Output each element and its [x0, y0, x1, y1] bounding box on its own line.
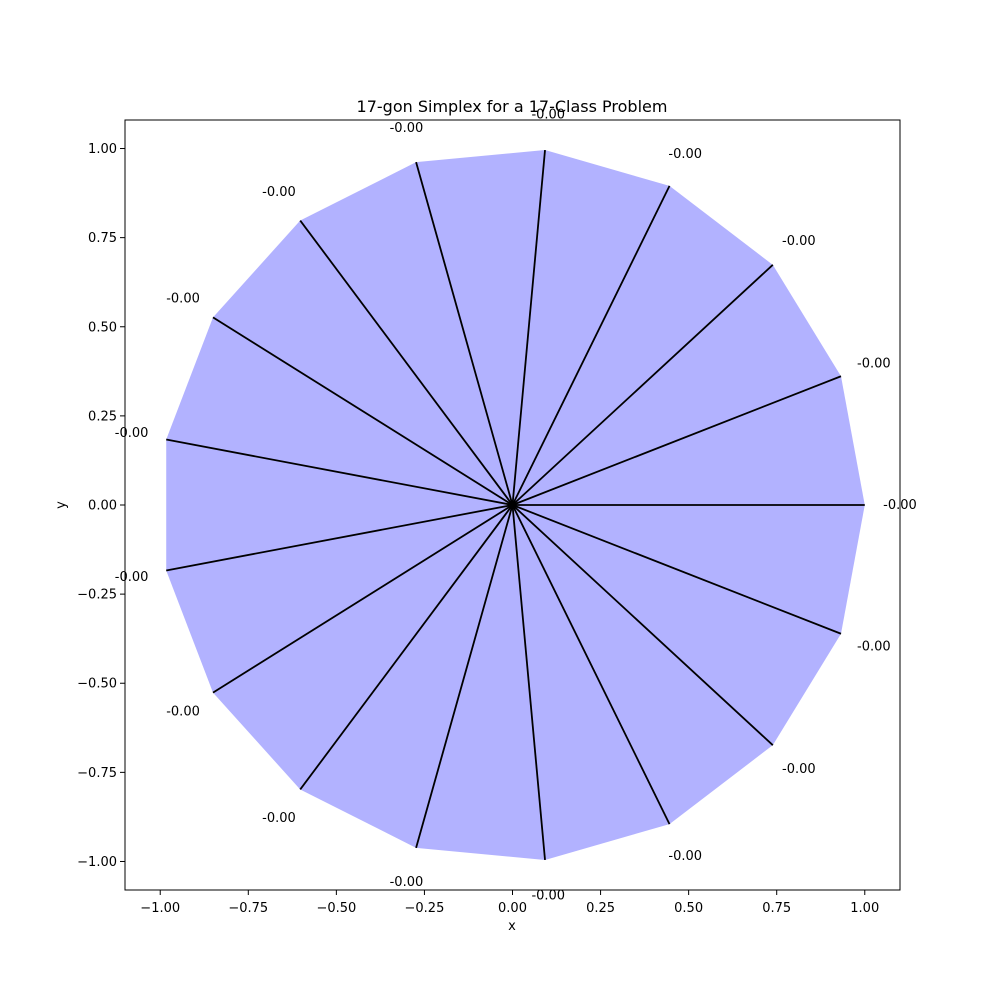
vertex-label-8: -0.00: [115, 426, 149, 441]
x-tick-label-5: 0.25: [586, 901, 615, 916]
y-tick-label-6: 0.50: [88, 320, 117, 335]
vertex-label-5: -0.00: [390, 121, 424, 136]
vertex-label-11: -0.00: [262, 811, 296, 826]
spoke-8: [166, 438, 513, 506]
vertex-label-16: -0.00: [857, 640, 891, 655]
vertex-label-2: -0.00: [782, 234, 816, 249]
x-tick-label-1: −0.75: [228, 901, 268, 916]
spoke-2: [511, 264, 774, 506]
y-tick-label-0: −1.00: [77, 855, 117, 870]
spoke-16: [512, 504, 842, 635]
x-axis: −1.00 −0.75 −0.50 −0.25 0.00 0.25 0.50 0.75 1.00: [140, 890, 879, 916]
spoke-15: [511, 504, 774, 746]
y-tick-label-2: −0.50: [77, 677, 117, 692]
y-axis: −1.00 −0.75 −0.50 −0.25 0.00 0.25 0.50 0.75 1.00: [77, 142, 125, 870]
spoke-10: [212, 504, 513, 694]
vertex-label-12: -0.00: [390, 875, 424, 890]
x-tick-label-0: −1.00: [140, 901, 180, 916]
spoke-3: [511, 185, 671, 506]
y-tick-label-1: −0.75: [77, 766, 117, 781]
spoke-14: [511, 504, 671, 825]
spoke-4: [511, 149, 546, 506]
vertex-label-15: -0.00: [782, 762, 816, 777]
vertex-label-3: -0.00: [668, 147, 702, 162]
spoke-13: [511, 504, 546, 861]
spoke-12: [415, 504, 514, 849]
y-tick-label-8: 1.00: [88, 142, 117, 157]
x-tick-label-6: 0.50: [674, 901, 703, 916]
x-tick-label-4: 0.00: [498, 901, 527, 916]
vertex-label-4: -0.00: [531, 108, 565, 123]
vertex-label-1: -0.00: [857, 356, 891, 371]
plot-area: -0.00 -0.00 -0.00 -0.00 -0.00 -0.00 -0.00 -0.00…: [115, 108, 917, 904]
vertex-label-10: -0.00: [166, 704, 200, 719]
vertex-label-14: -0.00: [668, 849, 702, 864]
vertex-label-7: -0.00: [166, 292, 200, 307]
x-tick-label-8: 1.00: [850, 901, 879, 916]
spoke-1: [512, 375, 842, 506]
chart-title: 17-gon Simplex for a 17-Class Problem: [357, 97, 668, 116]
y-tick-label-3: −0.25: [77, 588, 117, 603]
spoke-9: [166, 504, 513, 572]
spoke-5: [415, 161, 514, 506]
spoke-11: [299, 504, 514, 791]
vertex-label-13: -0.00: [531, 888, 565, 903]
x-tick-label-7: 0.75: [762, 901, 791, 916]
vertex-label-9: -0.00: [115, 570, 149, 585]
y-tick-label-4: 0.00: [88, 499, 117, 514]
x-tick-label-2: −0.50: [316, 901, 356, 916]
spoke-7: [212, 316, 513, 506]
vertex-label-6: -0.00: [262, 185, 296, 200]
spoke-6: [299, 219, 514, 506]
x-tick-label-3: −0.25: [405, 901, 445, 916]
y-axis-label: y: [54, 501, 69, 509]
y-tick-label-5: 0.25: [88, 409, 117, 424]
x-axis-label: x: [508, 919, 516, 934]
y-tick-label-7: 0.75: [88, 231, 117, 246]
